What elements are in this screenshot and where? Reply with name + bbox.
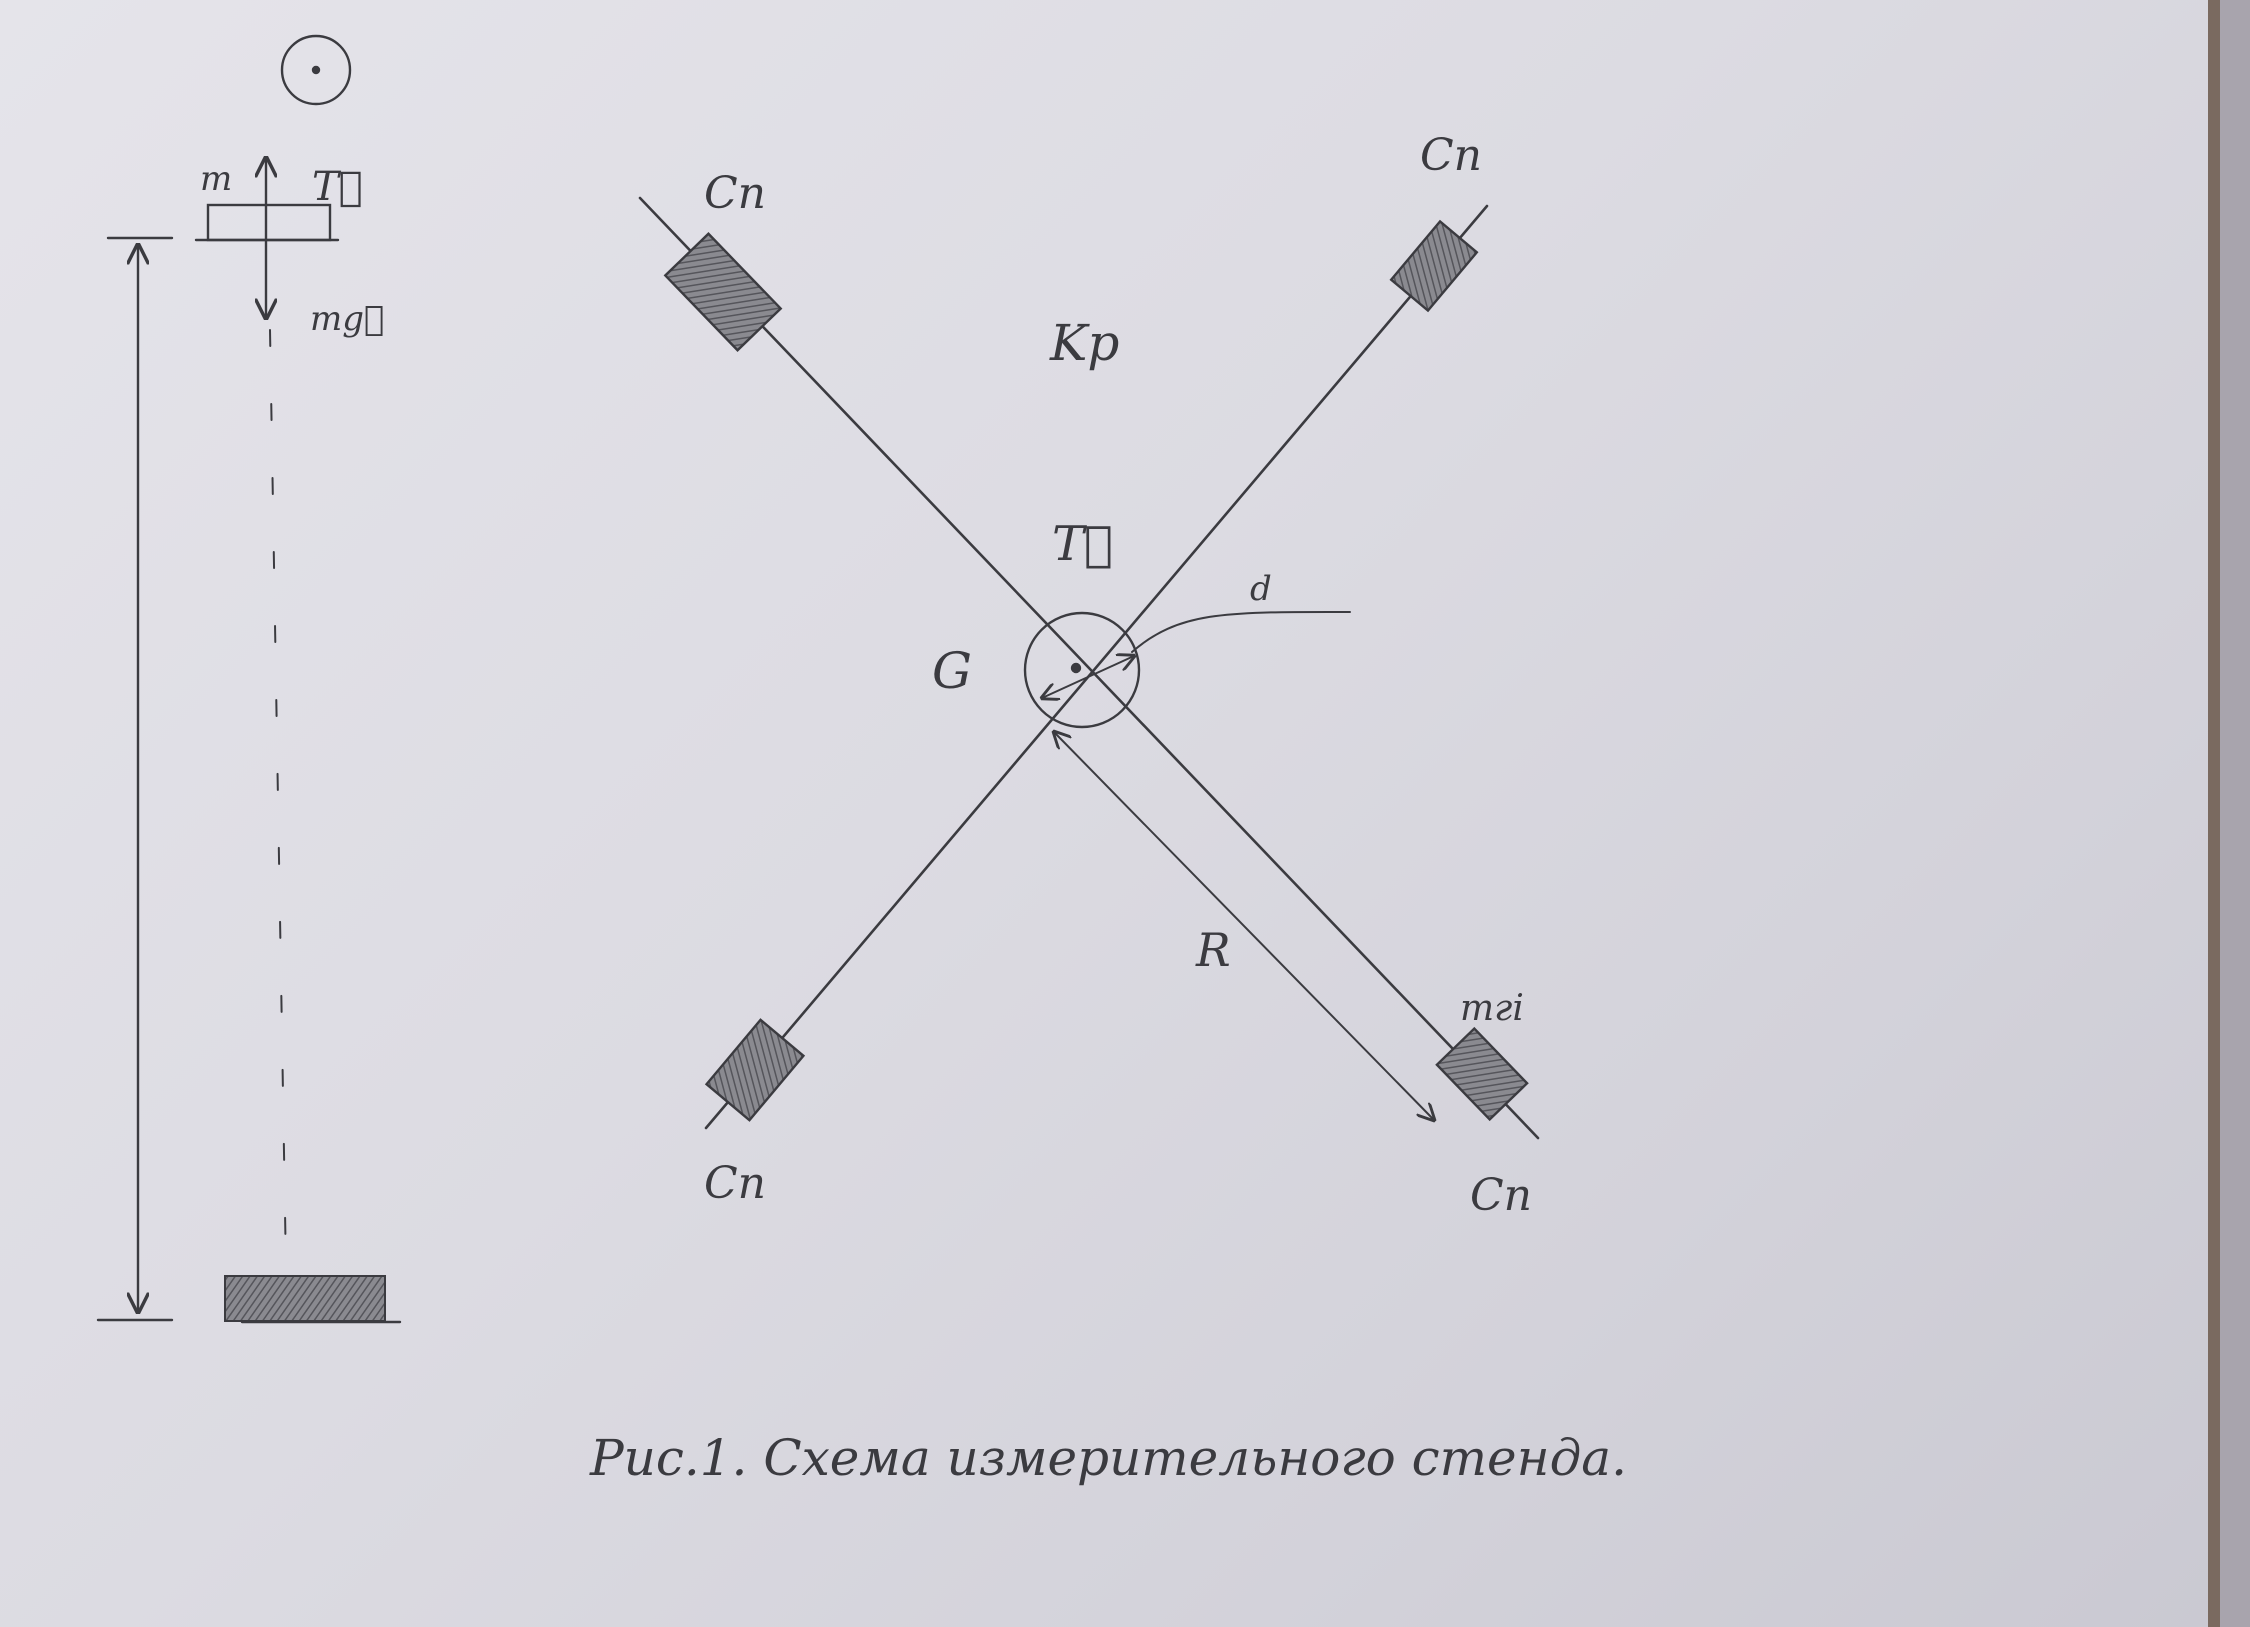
weight-bottom-left	[704, 1018, 806, 1122]
weight-label-bottom-right: Cn	[1470, 1170, 1532, 1221]
pulley-top-view	[280, 34, 352, 106]
figure-caption: Рис.1. Схема измерительного стенда.	[589, 1429, 1627, 1487]
weight-label: mg⃗	[310, 299, 384, 339]
tension-label-center: T⃗	[1052, 516, 1113, 572]
load-mass-block	[206, 203, 332, 242]
tension-label-left: T⃗	[312, 164, 363, 210]
body-label: Kp	[1049, 314, 1119, 372]
weight-bottom-right	[1435, 1026, 1529, 1122]
diameter-leader	[1131, 610, 1351, 653]
radius-label: R	[1195, 923, 1231, 977]
paper-edge	[2220, 0, 2250, 1627]
weight-top-left	[663, 232, 783, 352]
weight-label-bottom-left: Cn	[704, 1158, 766, 1209]
radius-arrow	[1054, 732, 1434, 1120]
hub-circle	[1023, 611, 1141, 729]
floor-stop-block	[224, 1275, 386, 1322]
hub-axis-dot	[1070, 662, 1082, 674]
diameter-arrow	[1042, 656, 1134, 698]
fall-diagram	[96, 34, 402, 1324]
pulley-center-dot	[311, 65, 321, 75]
weight-label-top-left: Cn	[704, 168, 766, 219]
axis-label: G	[932, 642, 972, 700]
weight-top-right	[1389, 219, 1479, 313]
cross-stand	[638, 196, 1540, 1140]
fall-path-dashed	[269, 329, 287, 1271]
mass-label: m	[200, 159, 232, 199]
weight-label-top-right: Cn	[1420, 130, 1482, 181]
diameter-label: d	[1250, 569, 1272, 609]
load-label: mгi	[1460, 988, 1524, 1029]
